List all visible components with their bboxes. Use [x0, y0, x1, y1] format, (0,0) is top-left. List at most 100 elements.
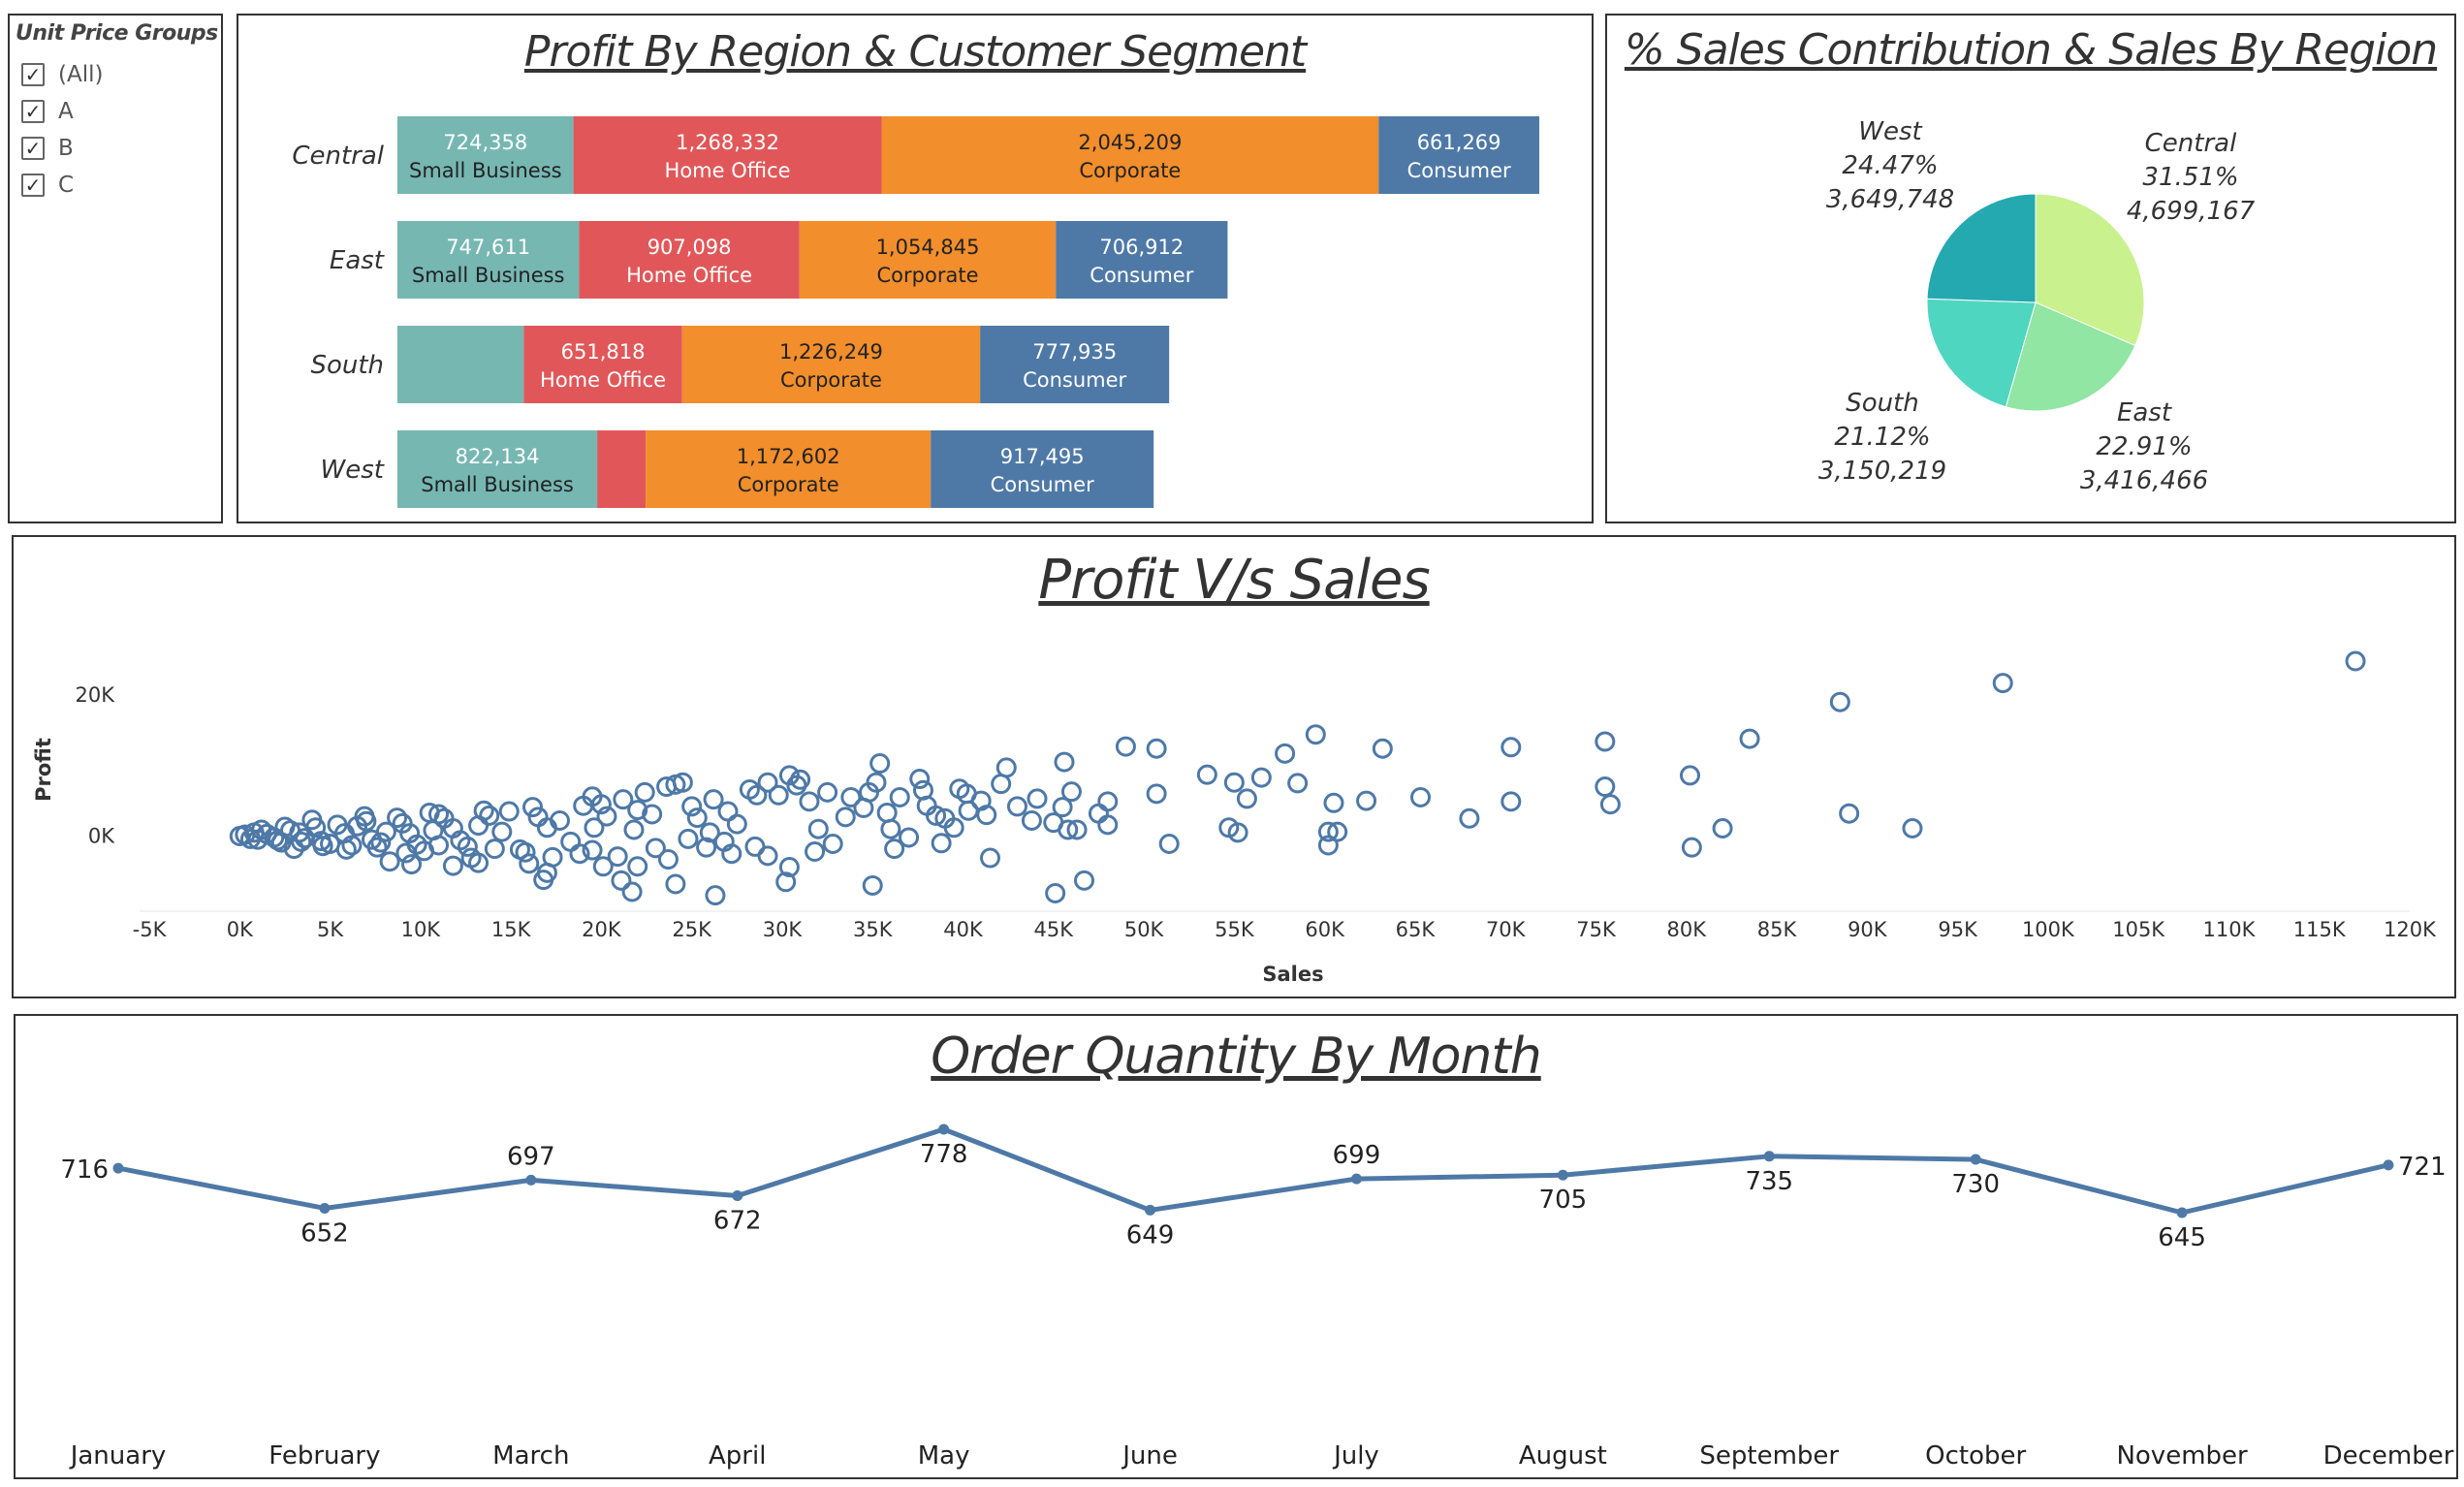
scatter-point	[522, 797, 544, 818]
bar-segment-label: Home Office	[540, 368, 666, 392]
scatter-point	[519, 853, 540, 874]
x-tick-label: 15K	[491, 918, 532, 941]
line-point	[732, 1190, 743, 1202]
scatter-point	[980, 847, 1001, 869]
scatter-point	[1372, 738, 1393, 759]
month-label: October	[1925, 1441, 2026, 1471]
scatter-point	[1679, 765, 1700, 786]
checkbox-checked-icon[interactable]: ✓	[21, 174, 45, 197]
scatter-point	[427, 804, 449, 825]
scatter-point	[909, 769, 931, 790]
order-quantity-line	[117, 1126, 2389, 1216]
scatter-point	[457, 836, 478, 857]
scatter-point	[678, 828, 699, 849]
x-tick-label: 55K	[1215, 918, 1255, 941]
line-value-label: 672	[713, 1207, 762, 1236]
bar-segment	[397, 116, 574, 194]
scatter-point	[582, 786, 603, 807]
scatter-point	[1595, 731, 1616, 752]
scatter-point	[301, 809, 323, 831]
x-tick-label: 30K	[763, 918, 804, 941]
scatter-point	[807, 818, 829, 839]
scatter-point	[1088, 803, 1109, 824]
scatter-point	[721, 843, 742, 865]
month-label: February	[269, 1441, 380, 1471]
month-label: August	[1519, 1441, 1607, 1471]
month-label: April	[709, 1441, 766, 1471]
pie-slice-value: 4,699,167	[2127, 197, 2256, 226]
scatter-point	[613, 789, 634, 810]
x-axis-title: Sales	[1262, 963, 1323, 986]
scatter-point	[681, 796, 703, 817]
month-label: January	[69, 1441, 167, 1471]
scatter-point	[289, 822, 310, 843]
scatter-point	[491, 821, 513, 842]
stacked-bar-chart: Central 724,358 Small Business 1,268,332 Hom…	[292, 116, 1539, 508]
bar-segment	[980, 326, 1170, 403]
pie-chart: Central 31.51% 4,699,167 East 22.91% 3,416,46…	[1818, 117, 2256, 495]
scatter-point	[584, 817, 605, 838]
scatter-point	[1250, 767, 1272, 788]
bar-value-label: 747,611	[446, 236, 530, 259]
x-tick-label: 100K	[2022, 918, 2075, 941]
scatter-point	[884, 838, 905, 860]
bar-value-label: 724,358	[443, 131, 527, 154]
filter-item-a[interactable]: ✓ A	[21, 97, 74, 126]
scatter-point	[1097, 814, 1119, 836]
filter-item-label: (All)	[58, 62, 104, 87]
filter-item-c[interactable]: ✓ C	[21, 171, 74, 200]
x-tick-label: 20K	[582, 918, 622, 941]
scatter-point	[419, 802, 440, 823]
filter-item-label: A	[58, 99, 74, 124]
checkbox-checked-icon[interactable]: ✓	[21, 63, 45, 86]
scatter-point	[1146, 783, 1167, 805]
scatter-point	[778, 857, 800, 878]
bar-segment	[573, 116, 882, 194]
pie-slice-percent: 21.12%	[1834, 423, 1930, 452]
scatter-point	[1323, 792, 1344, 813]
scatter-point	[291, 831, 312, 852]
profit-vs-sales-panel: Profit V/s Sales -5K 0K 5K 10K 15K 20K 25K 30K 3…	[12, 535, 2456, 998]
scatter-point	[739, 778, 760, 800]
x-tick-label: 40K	[943, 918, 984, 941]
filter-item-b[interactable]: ✓ B	[21, 134, 74, 163]
region-label: Central	[292, 142, 384, 171]
month-label: May	[918, 1441, 970, 1471]
y-tick-label: 0K	[88, 825, 115, 848]
pie-slice-label: Central	[2145, 129, 2237, 158]
scatter-point	[1227, 822, 1248, 843]
bar-segment-label: Consumer	[1023, 368, 1126, 392]
order-quantity-panel: Order Quantity By Month 716 January 652 Feb…	[14, 1014, 2458, 1479]
scatter-point	[498, 801, 520, 822]
bar-segment	[397, 326, 524, 403]
scatter-point	[611, 870, 632, 891]
month-label: July	[1332, 1441, 1379, 1471]
scatter-point	[1275, 743, 1296, 764]
x-tick-label: 120K	[2384, 918, 2437, 941]
scatter-point	[703, 789, 724, 810]
region-label: East	[330, 246, 385, 275]
checkbox-checked-icon[interactable]: ✓	[21, 137, 45, 160]
bar-segment-label: Corporate	[780, 368, 882, 392]
scatter-point	[1317, 821, 1339, 842]
scatter-point	[645, 838, 666, 859]
filter-item-all[interactable]: ✓ (All)	[21, 60, 103, 89]
line-value-label: 649	[1126, 1220, 1175, 1250]
scatter-point	[484, 838, 505, 860]
bar-segment-label: Consumer	[1407, 159, 1511, 182]
scatter-point	[1054, 751, 1075, 773]
scatter-point	[582, 839, 603, 861]
scatter-point	[596, 806, 617, 827]
region-label: West	[321, 456, 385, 485]
scatter-point	[1236, 788, 1257, 809]
scatter-point	[642, 804, 663, 825]
checkbox-checked-icon[interactable]: ✓	[21, 100, 45, 123]
scatter-point	[1327, 821, 1348, 842]
pie-slice-value: 3,649,748	[1826, 185, 1954, 214]
month-label: June	[1121, 1441, 1178, 1471]
scatter-point	[1595, 776, 1616, 798]
scatter-point	[1060, 781, 1082, 803]
bar-chart-title: Profit By Region & Customer Segment	[523, 27, 1307, 77]
bar-segment	[397, 430, 598, 508]
scatter-point	[1287, 773, 1309, 794]
